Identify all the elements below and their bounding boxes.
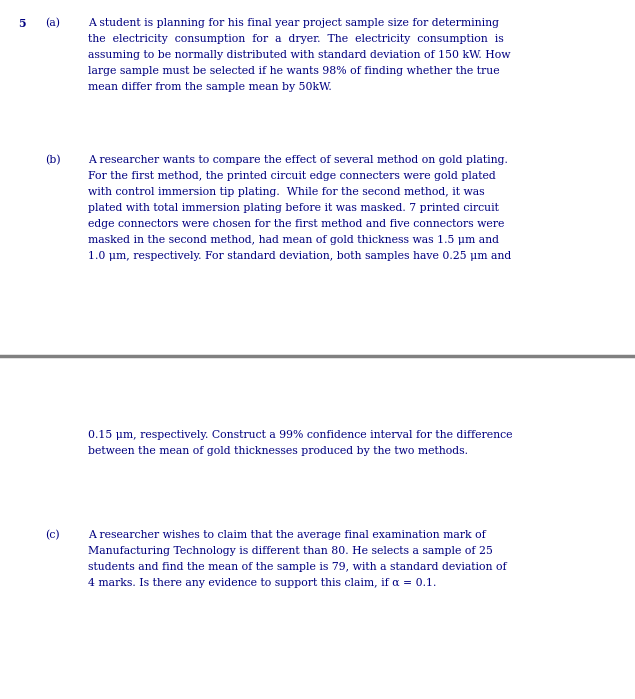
Text: (a): (a) — [45, 18, 60, 29]
Text: (b): (b) — [45, 155, 60, 165]
Text: students and find the mean of the sample is 79, with a standard deviation of: students and find the mean of the sample… — [88, 562, 507, 572]
Text: 5: 5 — [18, 18, 25, 29]
Text: edge connectors were chosen for the first method and five connectors were: edge connectors were chosen for the firs… — [88, 219, 504, 229]
Text: A researcher wants to compare the effect of several method on gold plating.: A researcher wants to compare the effect… — [88, 155, 508, 165]
Text: large sample must be selected if he wants 98% of finding whether the true: large sample must be selected if he want… — [88, 66, 500, 76]
Text: assuming to be normally distributed with standard deviation of 150 kW. How: assuming to be normally distributed with… — [88, 50, 511, 60]
Text: A student is planning for his final year project sample size for determining: A student is planning for his final year… — [88, 18, 499, 28]
Text: 4 marks. Is there any evidence to support this claim, if α = 0.1.: 4 marks. Is there any evidence to suppor… — [88, 578, 436, 588]
Text: A researcher wishes to claim that the average final examination mark of: A researcher wishes to claim that the av… — [88, 530, 486, 540]
Text: with control immersion tip plating.  While for the second method, it was: with control immersion tip plating. Whil… — [88, 187, 485, 197]
Text: plated with total immersion plating before it was masked. 7 printed circuit: plated with total immersion plating befo… — [88, 203, 499, 213]
Text: mean differ from the sample mean by 50kW.: mean differ from the sample mean by 50kW… — [88, 82, 331, 92]
Text: masked in the second method, had mean of gold thickness was 1.5 μm and: masked in the second method, had mean of… — [88, 235, 499, 245]
Text: Manufacturing Technology is different than 80. He selects a sample of 25: Manufacturing Technology is different th… — [88, 546, 493, 556]
Text: (c): (c) — [45, 530, 60, 540]
Text: 1.0 μm, respectively. For standard deviation, both samples have 0.25 μm and: 1.0 μm, respectively. For standard devia… — [88, 251, 511, 261]
Text: the  electricity  consumption  for  a  dryer.  The  electricity  consumption  is: the electricity consumption for a dryer.… — [88, 34, 504, 44]
Text: 0.15 μm, respectively. Construct a 99% confidence interval for the difference: 0.15 μm, respectively. Construct a 99% c… — [88, 430, 512, 440]
Text: For the first method, the printed circuit edge connecters were gold plated: For the first method, the printed circui… — [88, 171, 496, 181]
Text: between the mean of gold thicknesses produced by the two methods.: between the mean of gold thicknesses pro… — [88, 446, 468, 456]
